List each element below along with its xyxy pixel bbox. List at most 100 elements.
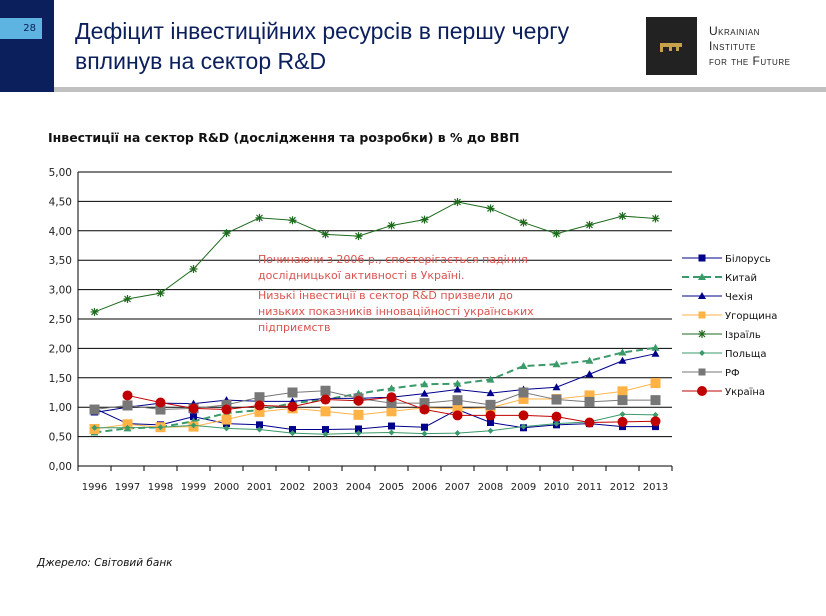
data-point (452, 403, 463, 414)
series-line (94, 201, 656, 313)
slide-title: Дефіцит інвестиційних ресурсів в першу ч… (75, 18, 570, 74)
legend-marker (698, 273, 706, 280)
data-point (552, 383, 561, 391)
data-point (322, 431, 329, 438)
data-point (256, 421, 263, 429)
y-tick-label: 4,50 (49, 196, 72, 208)
data-point (518, 393, 529, 404)
data-point (650, 378, 661, 389)
x-tick-label: 2009 (511, 482, 536, 493)
y-tick-label: 0,50 (49, 432, 72, 444)
legend-marker (698, 368, 706, 376)
x-tick-label: 2013 (643, 482, 668, 493)
logo-line: for the Future (709, 54, 791, 68)
legend-label: Ізраїль (725, 330, 761, 341)
source-note: Джерело: Світовий банк (37, 557, 173, 569)
data-point (584, 417, 595, 428)
data-point (617, 386, 628, 397)
data-point (651, 214, 660, 223)
y-tick-label: 1,00 (49, 402, 72, 414)
data-point (452, 410, 463, 421)
data-point (320, 406, 331, 417)
data-point (222, 229, 231, 238)
data-point (190, 413, 197, 421)
data-point (122, 400, 133, 411)
data-point (188, 403, 199, 414)
data-point (585, 220, 594, 229)
data-point (652, 423, 659, 431)
data-point (453, 379, 462, 387)
data-point (420, 380, 429, 388)
data-point (354, 232, 363, 241)
data-point (520, 423, 527, 430)
x-tick-label: 2007 (445, 482, 470, 493)
legend-label: Чехія (725, 291, 753, 303)
logo-line: Ukrainian (709, 24, 760, 38)
data-point (321, 230, 330, 239)
data-point (353, 409, 364, 420)
y-tick-label: 1,50 (49, 373, 72, 385)
data-point (288, 216, 297, 225)
legend-label: Польща (725, 349, 766, 360)
y-tick-label: 5,00 (49, 167, 72, 179)
series-line (94, 390, 656, 411)
x-tick-label: 2000 (214, 482, 239, 493)
x-tick-label: 1996 (82, 482, 107, 493)
data-point (387, 384, 396, 392)
chart-annotation: Починаючи з 2006 р., спостерігається пад… (258, 252, 538, 340)
legend-marker (697, 386, 707, 396)
data-point (650, 395, 661, 406)
data-point (453, 197, 462, 206)
data-point (287, 401, 298, 412)
data-point (289, 430, 296, 437)
data-point (486, 375, 495, 383)
key-icon (660, 43, 682, 52)
data-point (122, 419, 133, 430)
legend-marker (699, 350, 705, 356)
data-point (652, 411, 659, 418)
series-line (94, 413, 656, 435)
data-point (651, 343, 660, 351)
legend-marker (698, 311, 706, 319)
data-point (353, 395, 364, 406)
data-point (420, 215, 429, 224)
data-point (355, 430, 362, 437)
data-point (518, 387, 529, 398)
data-point (123, 295, 132, 304)
data-point (190, 422, 197, 429)
data-point (553, 420, 560, 427)
y-tick-label: 3,00 (49, 285, 72, 297)
data-point (388, 429, 395, 436)
data-point (155, 404, 166, 415)
data-point (255, 213, 264, 222)
data-point (157, 424, 164, 431)
x-tick-label: 2001 (247, 482, 272, 493)
data-point (618, 356, 627, 364)
data-point (454, 430, 461, 437)
data-point (155, 397, 166, 408)
data-point (486, 204, 495, 213)
legend-label: Китай (725, 273, 757, 284)
data-point (89, 404, 100, 415)
y-tick-label: 4,00 (49, 226, 72, 238)
logo-line: Institute (709, 39, 756, 53)
page-number: 28 (0, 18, 42, 39)
series-line (94, 382, 656, 430)
data-point (487, 427, 494, 434)
y-tick-label: 2,00 (49, 343, 72, 355)
data-point (221, 404, 232, 415)
data-point (189, 265, 198, 274)
series-line (94, 407, 656, 431)
data-point (388, 422, 395, 430)
data-point (617, 395, 628, 406)
x-tick-label: 1998 (148, 482, 173, 493)
data-point (421, 423, 428, 431)
y-tick-label: 2,50 (49, 314, 72, 326)
data-point (156, 289, 165, 298)
data-point (420, 389, 429, 397)
legend-marker (698, 292, 706, 299)
x-tick-label: 2012 (610, 482, 635, 493)
data-point (355, 425, 362, 433)
logo (646, 17, 697, 75)
